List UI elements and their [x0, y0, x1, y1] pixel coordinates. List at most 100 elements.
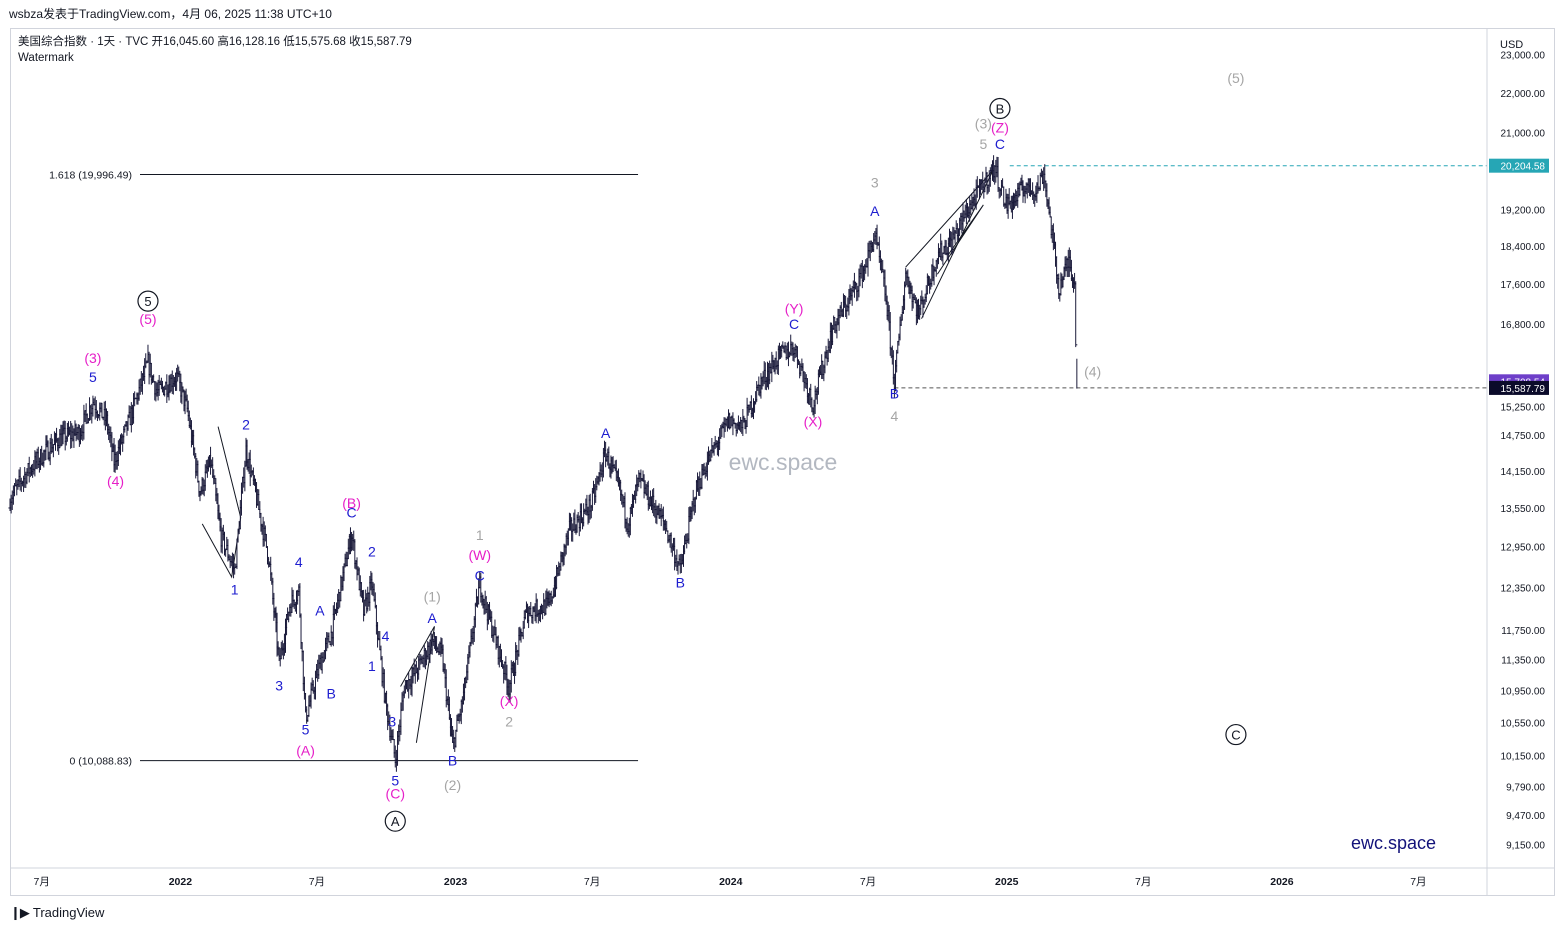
x-tick-label-7: 2025 [995, 876, 1019, 888]
y-tick-label-0: 23,000.00 [1501, 51, 1546, 62]
x-tick-label-4: 7月 [584, 876, 600, 888]
wave-label-1: (5) [139, 311, 156, 327]
wedge-outline-0 [201, 426, 242, 579]
wave-label-5: 2 [242, 416, 250, 432]
wave-label-7: 4 [295, 554, 303, 570]
axis-currency-label: USD [1500, 39, 1523, 51]
y-tick-label-8: 14,750.00 [1501, 431, 1546, 442]
close-value: 15,587.79 [360, 36, 412, 48]
y-tick-label-3: 19,200.00 [1501, 205, 1546, 216]
wave-label-27: (W) [468, 547, 491, 563]
wave-label-12: (A) [296, 742, 315, 758]
wave-label-11: 5 [302, 722, 310, 738]
x-tick-label-5: 2024 [719, 876, 743, 888]
wave-circle-0 [137, 290, 159, 312]
price-bar [1074, 281, 1078, 348]
x-tick-label-9: 2026 [1270, 876, 1294, 888]
wave-label-46: (5) [1227, 70, 1244, 86]
wave-label-10: B [327, 685, 336, 701]
wave-label-4: (4) [107, 473, 124, 489]
wave-label-42: (Z) [991, 120, 1009, 136]
price-bar [582, 503, 586, 527]
high-label: 高 [217, 36, 229, 48]
open-value: 16,045.60 [163, 36, 215, 48]
wave-label-19: 5 [391, 772, 399, 788]
y-tick-label-9: 14,150.00 [1501, 467, 1546, 478]
wave-label-20: (C) [386, 786, 405, 802]
chart-legend: 美国综合指数 · 1天 · TVC 开16,045.60 高16,128.16 … [18, 34, 412, 66]
y-tick-label-2: 21,000.00 [1501, 129, 1546, 140]
wave-label-22: (1) [424, 588, 441, 604]
low-label: 低 [283, 36, 295, 48]
wave-label-41: (3) [975, 116, 992, 132]
wave-label-24: B [448, 753, 457, 769]
wave-label-15: 2 [368, 544, 376, 560]
wave-label-31: A [601, 425, 611, 441]
y-tick-label-5: 17,600.00 [1501, 280, 1546, 291]
chart-frame [10, 28, 1555, 896]
wave-label-17: 1 [368, 658, 376, 674]
price-tag-label-teal: 20,204.58 [1501, 162, 1546, 173]
wave-label-2: (3) [84, 350, 101, 366]
wave-label-32: B [676, 574, 685, 590]
x-tick-label-1: 2022 [169, 876, 193, 888]
wave-label-13: (B) [342, 495, 361, 511]
wave-label-39: 4 [890, 408, 898, 424]
wave-label-28: C [475, 567, 485, 583]
x-tick-label-6: 7月 [860, 876, 876, 888]
y-tick-label-13: 11,750.00 [1501, 626, 1545, 637]
wave-circle-21 [384, 810, 406, 832]
wave-circle-40 [989, 97, 1011, 120]
y-tick-label-1: 22,000.00 [1501, 89, 1546, 100]
wave-label-47: C [1231, 728, 1240, 743]
x-tick-label-3: 2023 [444, 876, 468, 888]
wave-label-38: B [890, 385, 899, 401]
y-tick-label-15: 10,950.00 [1501, 686, 1546, 697]
symbol-line: 美国综合指数 · 1天 · TVC [18, 36, 149, 48]
footer-brand[interactable]: ❙▶ TradingView [10, 904, 104, 922]
wave-label-8: A [315, 603, 325, 619]
wave-label-35: (X) [804, 414, 823, 430]
y-tick-label-7: 15,250.00 [1501, 403, 1546, 414]
wave-label-40: B [996, 101, 1005, 116]
wave-label-26: 1 [476, 527, 484, 543]
price-tag-teal [1489, 158, 1549, 173]
y-tick-label-16: 10,550.00 [1501, 718, 1546, 729]
wave-label-37: A [870, 203, 880, 219]
wave-label-30: 2 [505, 713, 513, 729]
wave-label-9: 3 [275, 677, 283, 693]
wave-label-6: 1 [231, 581, 239, 597]
y-tick-label-17: 10,150.00 [1501, 751, 1546, 762]
y-tick-label-10: 13,550.00 [1501, 504, 1546, 515]
wave-label-43: 5 [979, 136, 987, 152]
tradingview-logo-icon: ❙▶ [10, 905, 30, 920]
wave-label-34: C [789, 316, 799, 332]
corner-watermark: ewc.space [1351, 833, 1436, 853]
wave-label-18: 3 [388, 713, 396, 729]
y-tick-label-18: 9,790.00 [1506, 782, 1545, 793]
wave-label-25: (2) [444, 777, 461, 793]
wave-label-29: (X) [500, 693, 519, 709]
open-label: 开 [151, 36, 164, 48]
wave-label-44: C [995, 136, 1005, 152]
y-tick-label-12: 12,350.00 [1501, 583, 1546, 594]
low-value: 15,575.68 [294, 36, 346, 48]
watermark-label: Watermark [18, 52, 74, 64]
center-watermark: ewc.space [729, 449, 838, 475]
symbol-ohlc-line: 美国综合指数 · 1天 · TVC 开16,045.60 高16,128.16 … [18, 34, 412, 50]
wave-label-3: 5 [89, 369, 97, 385]
price-tag-label-dark: 15,587.79 [1501, 384, 1546, 395]
wave-label-21: A [391, 814, 400, 829]
wave-label-36: 3 [871, 174, 879, 190]
x-tick-label-10: 7月 [1410, 876, 1426, 888]
close-label: 收 [349, 36, 361, 48]
y-tick-label-20: 9,150.00 [1506, 840, 1545, 851]
fib-label-0: 1.618 (19,996.49) [49, 170, 132, 182]
wave-label-16: 4 [382, 628, 390, 644]
fib-label-1: 0 (10,088.83) [70, 756, 132, 768]
wave-label-33: (Y) [785, 301, 804, 317]
high-value: 16,128.16 [228, 36, 281, 48]
wave-label-0: 5 [144, 294, 151, 309]
x-tick-label-2: 7月 [309, 876, 325, 888]
